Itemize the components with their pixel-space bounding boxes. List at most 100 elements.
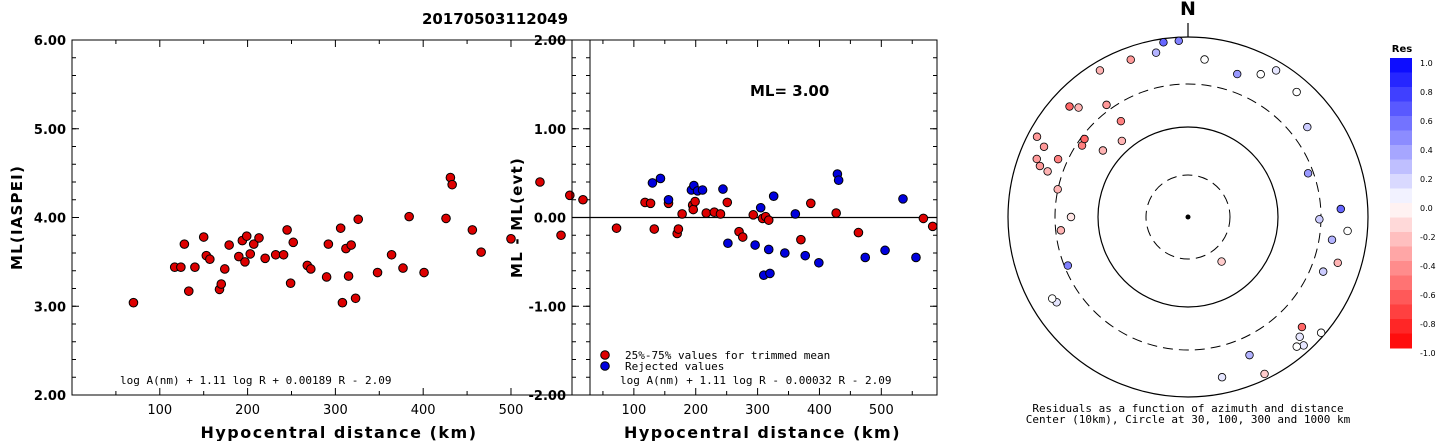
colorbar-segment xyxy=(1390,246,1412,262)
x-axis-label: Hypocentral distance (km) xyxy=(200,423,477,441)
data-point xyxy=(722,197,733,208)
station-residual-point xyxy=(1039,142,1049,151)
data-point xyxy=(335,223,346,233)
data-point xyxy=(353,214,364,225)
colorbar-segment xyxy=(1390,130,1412,146)
colorbar-tick-label: -0.2 xyxy=(1420,233,1436,242)
data-point xyxy=(398,263,408,273)
data-point xyxy=(419,267,429,278)
data-point xyxy=(911,252,921,263)
residual-vs-distance-panel: 100 200 300 400 500 -2.00 -1.00 0.00 1.00 2.00 Hyp… xyxy=(508,34,938,441)
colorbar-tick-label: 0.4 xyxy=(1420,146,1433,155)
azimuth-residual-panel: N Residuals as a function of azimuth and … xyxy=(1007,0,1436,426)
data-point xyxy=(918,213,929,224)
colorbar-segment xyxy=(1390,72,1412,88)
data-point xyxy=(282,225,292,235)
station-residual-point xyxy=(1336,204,1345,214)
data-point xyxy=(673,224,684,234)
data-point xyxy=(323,239,334,249)
data-point xyxy=(285,278,296,288)
station-residual-point xyxy=(1174,36,1183,46)
data-point xyxy=(556,230,566,241)
data-point xyxy=(386,249,397,260)
data-point xyxy=(880,245,890,256)
colorbar-segment xyxy=(1390,261,1412,276)
data-point xyxy=(241,231,252,241)
station-residual-point xyxy=(1151,48,1161,57)
data-point xyxy=(611,223,622,233)
data-point xyxy=(663,194,674,205)
station-residual-point xyxy=(1035,161,1045,171)
data-point xyxy=(350,293,361,304)
data-point xyxy=(853,227,864,238)
station-residual-point xyxy=(1053,154,1063,164)
data-point xyxy=(288,237,299,248)
station-residual-point xyxy=(1315,215,1324,224)
colorbar-segment xyxy=(1390,116,1412,131)
data-point xyxy=(780,248,790,258)
data-point xyxy=(306,264,316,274)
colorbar-segment xyxy=(1390,101,1412,117)
station-residual-point xyxy=(1217,257,1226,266)
north-label: N xyxy=(1180,0,1196,20)
data-point xyxy=(750,240,760,250)
data-point xyxy=(198,232,209,242)
data-point xyxy=(688,204,699,215)
range-circle-300km xyxy=(1097,126,1279,308)
data-point xyxy=(441,213,451,224)
colorbar-segment xyxy=(1390,145,1412,160)
station-residual-point xyxy=(1048,294,1057,303)
station-residual-point xyxy=(1217,373,1227,382)
station-residual-point xyxy=(1292,87,1301,97)
data-point xyxy=(183,286,194,296)
colorbar-segment xyxy=(1390,174,1412,189)
data-point xyxy=(649,224,660,234)
y-tick-label: 4.00 xyxy=(34,212,66,227)
station-residual-point xyxy=(1116,116,1126,126)
station-residual-point xyxy=(1126,55,1135,64)
data-point xyxy=(800,250,811,261)
data-point xyxy=(372,267,383,278)
data-point xyxy=(337,297,348,308)
y-tick-label: 2.00 xyxy=(534,34,566,49)
data-point xyxy=(578,194,588,205)
data-point xyxy=(248,239,259,249)
station-residual-point xyxy=(1295,332,1304,341)
y-tick-label: -2.00 xyxy=(529,389,566,404)
y-tick-label: 2.00 xyxy=(34,389,66,404)
colorbar-segment xyxy=(1390,304,1412,320)
colorbar-segment xyxy=(1390,290,1412,305)
x-axis-label: Hypocentral distance (km) xyxy=(624,423,901,441)
data-point xyxy=(404,211,414,222)
data-point xyxy=(763,244,774,255)
data-point xyxy=(270,249,281,260)
colorbar-tick-label: 0.0 xyxy=(1420,204,1433,213)
data-point xyxy=(205,254,215,265)
data-point xyxy=(677,209,687,219)
data-point xyxy=(647,178,658,188)
station-residual-point xyxy=(1299,341,1308,350)
data-point xyxy=(763,215,774,225)
x-tick-label: 100 xyxy=(147,403,172,418)
colorbar-tick-label: 1.0 xyxy=(1420,59,1433,68)
station-residual-point xyxy=(1256,70,1265,79)
x-tick-label: 500 xyxy=(869,403,894,418)
station-residual-point xyxy=(1053,185,1062,194)
station-residual-point xyxy=(1303,122,1312,132)
data-point xyxy=(701,208,712,218)
colorbar-tick-label: -1.0 xyxy=(1420,349,1436,358)
y-tick-label: 1.00 xyxy=(534,123,566,138)
data-point xyxy=(927,221,938,232)
colorbar-segment xyxy=(1390,188,1412,204)
x-tick-label: 100 xyxy=(621,403,646,418)
data-point xyxy=(718,184,728,194)
y-tick-label: 3.00 xyxy=(34,300,66,315)
station-residual-point xyxy=(1117,136,1127,146)
data-point xyxy=(690,196,700,207)
y-tick-label: -1.00 xyxy=(529,300,566,315)
x-tick-label: 300 xyxy=(745,403,770,418)
data-point xyxy=(748,210,759,220)
station-residual-point xyxy=(1292,342,1301,351)
x-tick-label: 300 xyxy=(323,403,348,418)
data-point xyxy=(831,208,841,218)
